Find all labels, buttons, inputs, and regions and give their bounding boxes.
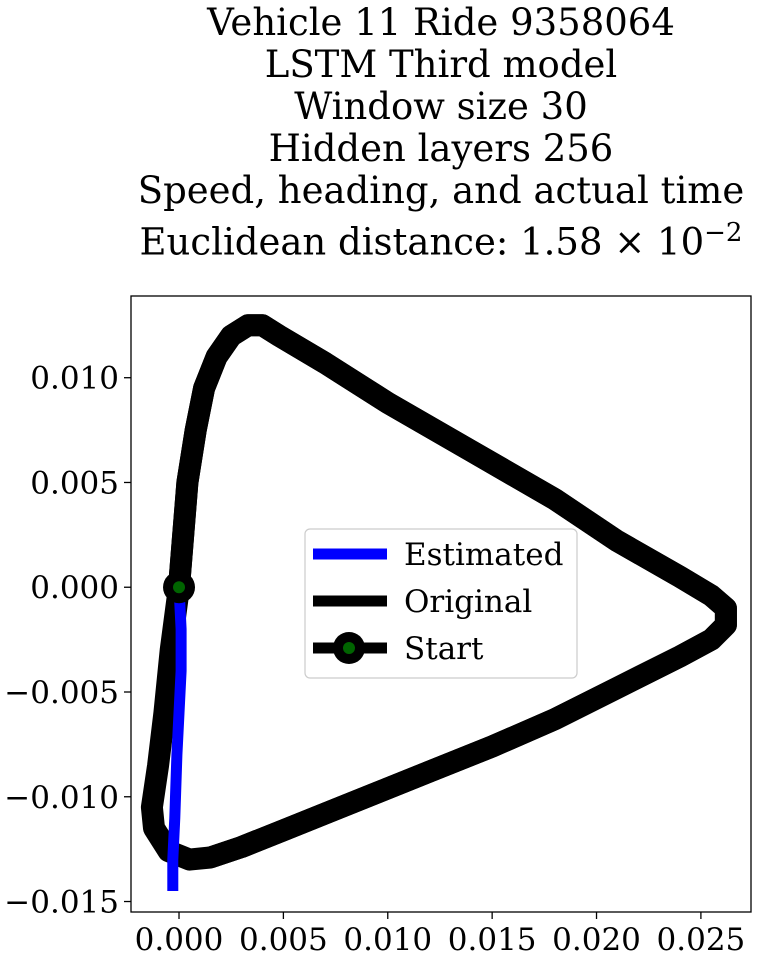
x-tick-label: 0.010 — [343, 922, 432, 958]
plot-frame — [130, 295, 752, 913]
x-tick-label: 0.020 — [552, 922, 641, 958]
legend-label-estimated: Estimated — [404, 537, 563, 573]
start-marker-center — [173, 581, 186, 594]
title-line: Window size 30 — [294, 85, 588, 128]
x-tick-label: 0.015 — [448, 922, 537, 958]
legend-label-start: Start — [404, 631, 484, 667]
title-distance-exponent: −2 — [704, 218, 743, 248]
y-tick-label: 0.005 — [30, 465, 119, 501]
legend-start-marker-center — [343, 642, 355, 654]
title-distance-text: Euclidean distance: 1.58 × 10 — [139, 220, 705, 264]
legend-label-original: Original — [404, 584, 532, 620]
title-line: LSTM Third model — [264, 43, 618, 86]
x-tick-label: 0.005 — [239, 922, 328, 958]
chart-title: Vehicle 11 Ride 9358064 LSTM Third model W… — [0, 2, 759, 263]
series-estimated-line — [167, 586, 187, 891]
y-tick-label: −0.010 — [4, 780, 119, 816]
y-tick-label: 0.010 — [30, 361, 119, 397]
title-line: Hidden layers 256 — [268, 127, 614, 170]
y-tick-label: 0.000 — [30, 570, 119, 606]
x-tick-label: 0.025 — [657, 922, 746, 958]
y-tick-label: −0.005 — [4, 675, 119, 711]
legend-box — [304, 528, 578, 679]
x-tick-label: 0.000 — [135, 922, 224, 958]
series-original-line-overlay — [168, 314, 737, 868]
y-tick-label: −0.015 — [4, 885, 119, 921]
title-line: Vehicle 11 Ride 9358064 — [207, 1, 675, 44]
title-distance-line: Euclidean distance: 1.58 × 10−2 — [0, 212, 759, 263]
title-line: Speed, heading, and actual time — [137, 169, 745, 212]
